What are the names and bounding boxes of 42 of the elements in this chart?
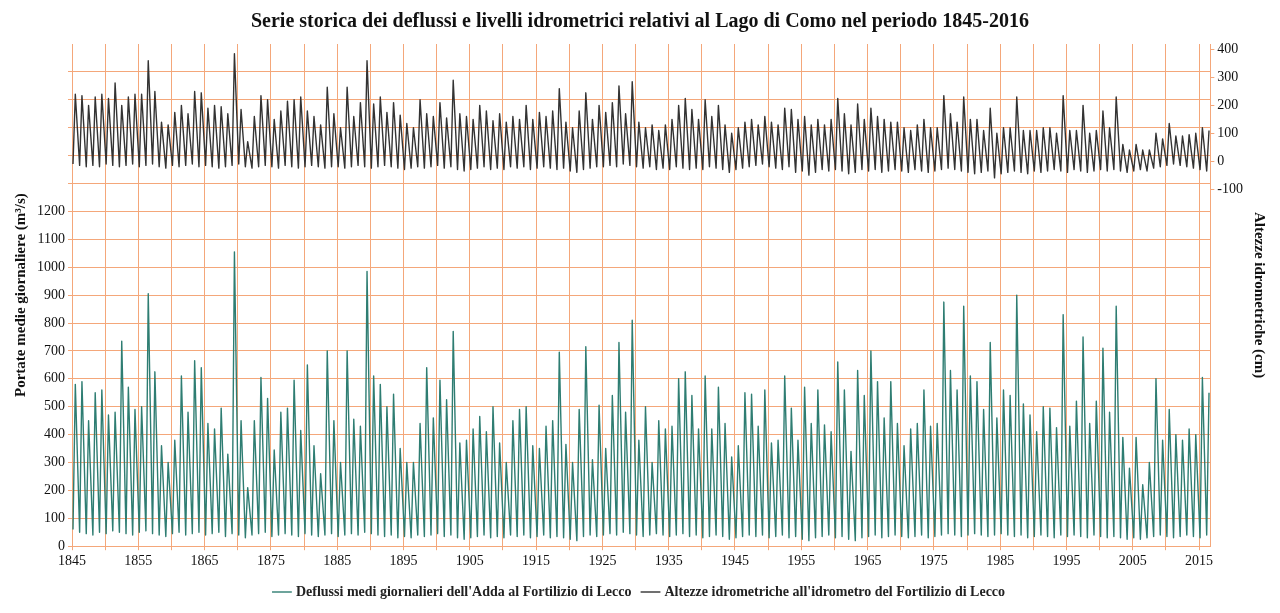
y-tick-label: 200 bbox=[44, 482, 65, 498]
y2-tick-label: 100 bbox=[1217, 124, 1239, 140]
x-tick-label: 1895 bbox=[389, 553, 418, 569]
x-tick-label: 1845 bbox=[58, 553, 86, 569]
y2-tick-label: -100 bbox=[1217, 180, 1244, 196]
x-tick-label: 2015 bbox=[1185, 553, 1214, 569]
x-tick-label: 1935 bbox=[654, 553, 683, 569]
y2-tick-label: 0 bbox=[1217, 152, 1225, 168]
y-tick-label: 600 bbox=[44, 370, 65, 386]
x-tick-label: 1865 bbox=[190, 553, 219, 569]
legend-label: Altezze idrometriche all'idrometro del Fortilizio di Lecco bbox=[664, 583, 1006, 599]
y2-tick-label: 200 bbox=[1217, 97, 1239, 113]
y-tick-label: 1100 bbox=[37, 230, 65, 246]
x-tick-label: 1915 bbox=[522, 553, 551, 569]
y2-tick-label: 300 bbox=[1217, 69, 1239, 85]
x-tick-label: 2005 bbox=[1118, 553, 1147, 569]
x-tick-label: 1975 bbox=[919, 553, 948, 569]
x-tick-label: 1905 bbox=[455, 553, 484, 569]
x-tick-label: 1925 bbox=[588, 553, 617, 569]
y-axis-title: Portate medie giornaliere (m³/s) bbox=[11, 193, 29, 397]
y-tick-label: 0 bbox=[58, 537, 65, 553]
y2-axis-title: Altezze idrometriche (cm) bbox=[1251, 211, 1269, 379]
y-tick-label: 1200 bbox=[37, 203, 65, 219]
x-tick-label: 1885 bbox=[323, 553, 352, 569]
y-tick-label: 700 bbox=[44, 342, 65, 358]
legend-label: Deflussi medi giornalieri dell'Adda al Fortilizio di Lecco bbox=[295, 583, 632, 599]
chart-title: Serie storica dei deflussi e livelli idrometrici relativi al Lago di Como nel periodo 1845-2016 bbox=[250, 9, 1030, 33]
x-tick-label: 1955 bbox=[787, 553, 816, 569]
x-tick-label: 1985 bbox=[986, 553, 1015, 569]
y-tick-label: 100 bbox=[44, 509, 65, 525]
x-tick-label: 1855 bbox=[124, 553, 153, 569]
y-tick-label: 1000 bbox=[37, 258, 65, 274]
y-tick-label: 300 bbox=[44, 454, 65, 470]
x-tick-label: 1995 bbox=[1052, 553, 1081, 569]
x-tick-label: 1875 bbox=[256, 553, 285, 569]
y-tick-label: 800 bbox=[44, 314, 65, 330]
y-tick-label: 400 bbox=[44, 426, 65, 442]
x-tick-label: 1965 bbox=[853, 553, 882, 569]
x-tick-label: 1945 bbox=[720, 553, 749, 569]
y-tick-label: 900 bbox=[44, 286, 65, 302]
y2-tick-label: 400 bbox=[1217, 41, 1239, 57]
y-tick-label: 500 bbox=[44, 398, 65, 414]
